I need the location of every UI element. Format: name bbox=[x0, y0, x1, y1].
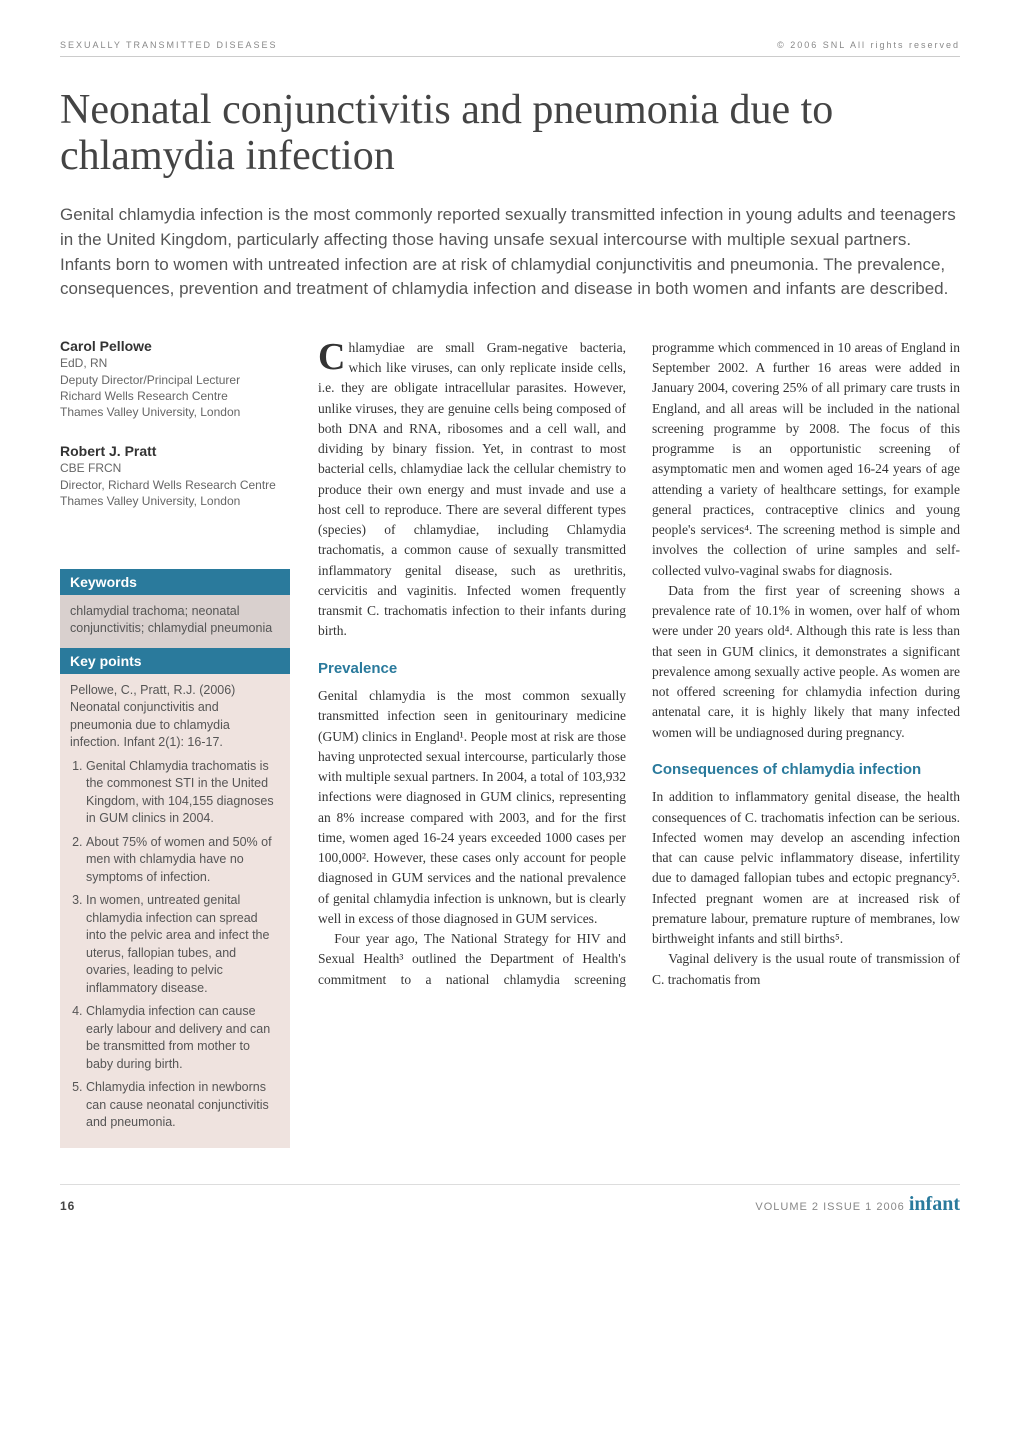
author-name: Robert J. Pratt bbox=[60, 443, 290, 459]
keywords-box: Keywords chlamydial trachoma; neonatal c… bbox=[60, 569, 290, 648]
page-number: 16 bbox=[60, 1199, 75, 1213]
sidebar: Carol Pellowe EdD, RN Deputy Director/Pr… bbox=[60, 338, 290, 1148]
author-credentials: EdD, RN bbox=[60, 356, 290, 370]
author-name: Carol Pellowe bbox=[60, 338, 290, 354]
keypoint-item: Genital Chlamydia trachomatis is the com… bbox=[86, 758, 280, 828]
page-footer: 16 VOLUME 2 ISSUE 1 2006 infant bbox=[60, 1184, 960, 1216]
author-affiliation: Director, Richard Wells Research Centre bbox=[60, 477, 290, 493]
author-affiliation: Richard Wells Research Centre bbox=[60, 388, 290, 404]
journal-page: SEXUALLY TRANSMITTED DISEASES © 2006 SNL… bbox=[0, 0, 1020, 1246]
article-body: Chlamydiae are small Gram-negative bacte… bbox=[318, 338, 960, 1148]
author-affiliation: Thames Valley University, London bbox=[60, 404, 290, 420]
body-paragraph: Data from the first year of screening sh… bbox=[652, 581, 960, 743]
keywords-text: chlamydial trachoma; neonatal conjunctiv… bbox=[60, 595, 290, 648]
section-heading-consequences: Consequences of chlamydia infection bbox=[652, 759, 960, 782]
keypoints-heading: Key points bbox=[60, 648, 290, 674]
keypoints-box: Key points Pellowe, C., Pratt, R.J. (200… bbox=[60, 648, 290, 1148]
footer-issue: VOLUME 2 ISSUE 1 2006 infant bbox=[755, 1193, 960, 1216]
keypoint-item: In women, untreated genital chlamydia in… bbox=[86, 892, 280, 997]
author-credentials: CBE FRCN bbox=[60, 461, 290, 475]
body-paragraph: In addition to inflammatory genital dise… bbox=[652, 787, 960, 949]
issue-label: VOLUME 2 ISSUE 1 2006 bbox=[755, 1201, 904, 1213]
keypoints-list: Genital Chlamydia trachomatis is the com… bbox=[70, 758, 280, 1132]
section-heading-prevalence: Prevalence bbox=[318, 658, 626, 681]
body-paragraph: Vaginal delivery is the usual route of t… bbox=[652, 949, 960, 990]
intro-text: hlamydiae are small Gram-negative bacter… bbox=[318, 340, 626, 639]
intro-paragraph: Chlamydiae are small Gram-negative bacte… bbox=[318, 338, 626, 642]
keypoint-item: About 75% of women and 50% of men with c… bbox=[86, 834, 280, 887]
running-header: SEXUALLY TRANSMITTED DISEASES © 2006 SNL… bbox=[60, 40, 960, 50]
keypoint-item: Chlamydia infection can cause early labo… bbox=[86, 1003, 280, 1073]
body-paragraph: Genital chlamydia is the most common sex… bbox=[318, 686, 626, 929]
article-lede: Genital chlamydia infection is the most … bbox=[60, 203, 960, 302]
author-affiliation: Deputy Director/Principal Lecturer bbox=[60, 372, 290, 388]
keywords-heading: Keywords bbox=[60, 569, 290, 595]
article-title: Neonatal conjunctivitis and pneumonia du… bbox=[60, 87, 960, 179]
keypoints-body: Pellowe, C., Pratt, R.J. (2006) Neonatal… bbox=[60, 674, 290, 1148]
copyright-label: © 2006 SNL All rights reserved bbox=[777, 40, 960, 50]
keypoints-citation: Pellowe, C., Pratt, R.J. (2006) Neonatal… bbox=[70, 682, 280, 752]
author-affiliation: Thames Valley University, London bbox=[60, 493, 290, 509]
author-block: Robert J. Pratt CBE FRCN Director, Richa… bbox=[60, 443, 290, 509]
dropcap: C bbox=[318, 338, 348, 372]
keypoint-item: Chlamydia infection in newborns can caus… bbox=[86, 1079, 280, 1132]
header-rule bbox=[60, 56, 960, 57]
author-block: Carol Pellowe EdD, RN Deputy Director/Pr… bbox=[60, 338, 290, 421]
content-columns: Carol Pellowe EdD, RN Deputy Director/Pr… bbox=[60, 338, 960, 1148]
journal-name: infant bbox=[909, 1193, 960, 1215]
section-label: SEXUALLY TRANSMITTED DISEASES bbox=[60, 40, 278, 50]
